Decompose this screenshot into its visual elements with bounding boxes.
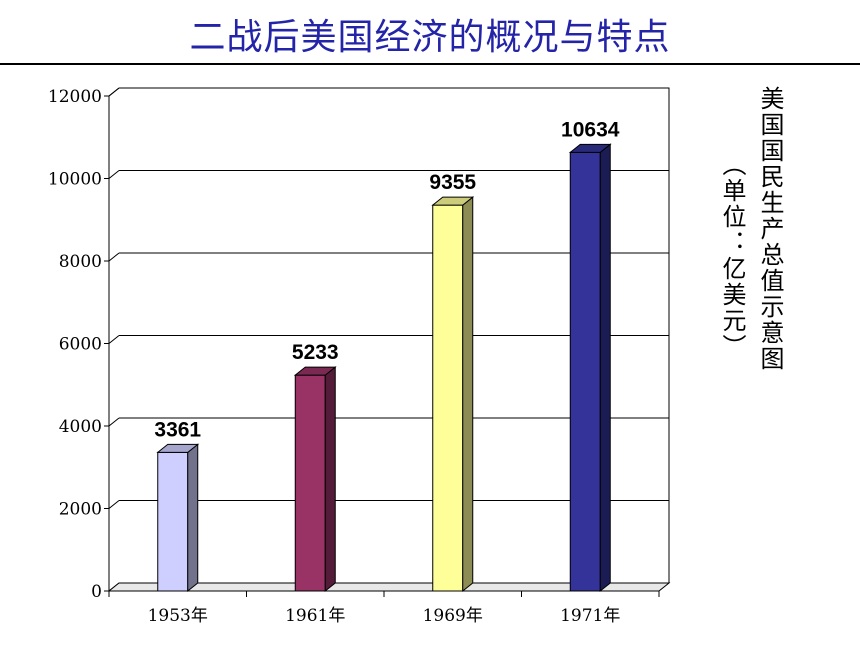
grid-depth-line xyxy=(108,170,120,179)
bar-1969年 xyxy=(432,204,464,592)
bar-top xyxy=(431,196,475,206)
bar-top xyxy=(568,143,612,153)
y-tick-label: 12000 xyxy=(48,87,102,107)
y-tick-label: 0 xyxy=(91,582,102,602)
x-tick-label: 1953年 xyxy=(148,606,208,626)
page-title: 二战后美国经济的概况与特点 xyxy=(189,17,671,58)
x-tick-label: 1971年 xyxy=(560,606,620,626)
bar-side xyxy=(187,443,199,593)
data-label: 3361 xyxy=(154,418,201,441)
chart-title: 美国国民生产总值示意图 xyxy=(756,86,784,372)
bar-top xyxy=(293,366,337,376)
bar-side xyxy=(462,196,474,593)
bar-1953年 xyxy=(157,451,189,592)
bar-top xyxy=(156,443,200,453)
x-tick-label: 1961年 xyxy=(285,606,345,626)
data-label: 9355 xyxy=(429,171,476,194)
grid-depth-line xyxy=(108,417,120,427)
title-divider xyxy=(0,63,860,65)
bar-1971年 xyxy=(569,151,601,592)
plot-floor xyxy=(107,582,671,592)
chart-caption: 美国国民生产总值示意图 （单位：亿美元） xyxy=(696,86,846,466)
y-tick-label: 6000 xyxy=(59,335,102,355)
grid-depth-line xyxy=(108,335,120,344)
grid-depth-line xyxy=(108,500,120,509)
bar-side xyxy=(324,366,336,593)
x-tick-label: 1969年 xyxy=(423,606,483,626)
data-label: 10634 xyxy=(561,118,620,141)
bar-1961年 xyxy=(294,374,326,592)
chart-unit-label: （单位：亿美元） xyxy=(718,152,746,360)
grid-depth-line xyxy=(108,252,120,262)
y-tick-label: 4000 xyxy=(59,417,102,437)
y-tick-label: 8000 xyxy=(59,252,102,272)
y-tick-label: 10000 xyxy=(48,170,102,190)
y-tick-label: 2000 xyxy=(59,500,102,520)
bar-side xyxy=(599,143,611,593)
y-axis-depth xyxy=(108,87,120,97)
data-label: 5233 xyxy=(292,341,339,364)
